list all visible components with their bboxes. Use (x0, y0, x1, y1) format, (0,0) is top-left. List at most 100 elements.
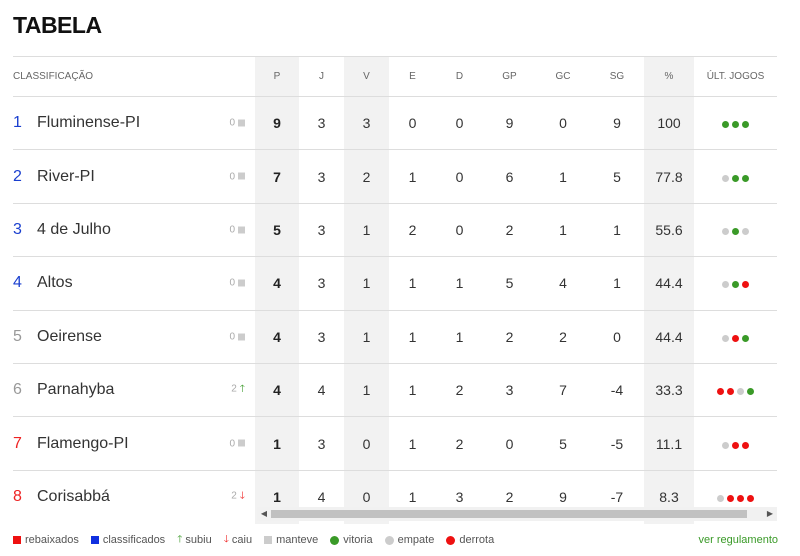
table-row[interactable]: 1 Fluminense-PI 0 9 3 3 0 0 9 0 9 100 (13, 96, 777, 151)
position-change: 0 (229, 118, 255, 129)
goal-difference-cell: -7 (610, 489, 624, 506)
header-points[interactable]: P (255, 56, 299, 97)
position-change-value: 0 (229, 224, 235, 236)
horizontal-scrollbar[interactable]: ◀ ▶ (257, 507, 777, 521)
header-goals-against[interactable]: GC (536, 56, 590, 97)
team-name[interactable]: Corisabbá (37, 488, 110, 506)
wins-cell: 1 (344, 203, 389, 258)
last-games-dots (722, 334, 749, 342)
goal-difference-cell: 1 (590, 256, 644, 311)
goals-against-cell: 2 (536, 310, 590, 364)
goals-against-cell: 1 (536, 149, 590, 204)
header-games[interactable]: J (299, 56, 344, 97)
losses-cell: 0 (436, 96, 483, 151)
page-title: TABELA (13, 12, 102, 38)
vitoria-dot-icon (732, 227, 739, 235)
derrota-dot-icon (732, 334, 739, 342)
losses-cell: 2 (436, 363, 483, 418)
header-draws[interactable]: E (389, 56, 436, 97)
team-cell: 3 4 de Julho 0 (13, 203, 255, 258)
arrow-down-icon: 🡓 (239, 490, 245, 502)
header-wins[interactable]: V (344, 56, 389, 97)
position-number: 3 (13, 220, 22, 238)
square-icon (238, 439, 245, 447)
position-number: 2 (13, 167, 22, 185)
last-games-dots (722, 174, 749, 182)
games-cell: 3 (299, 416, 344, 471)
last-games-cell (694, 203, 777, 258)
goals-for-cell: 9 (483, 96, 536, 151)
position-number: 5 (13, 327, 22, 345)
goals-for-cell: 5 (483, 256, 536, 311)
team-name[interactable]: Flamengo-PI (37, 434, 129, 452)
legend-caiu: 🡓 caiu (224, 532, 252, 549)
team-name[interactable]: Fluminense-PI (37, 114, 141, 132)
last-games-dots (717, 388, 754, 396)
triangle-left-icon[interactable]: ◀ (260, 509, 268, 518)
table-header-row: CLASSIFICAÇÃO P J V E D GP GC SG % ÚLT. … (13, 56, 777, 97)
goal-difference-cell: 1 (590, 203, 644, 258)
team-cell: 6 Parnahyba 2 🡑 (13, 363, 255, 418)
losses-cell: 1 (436, 256, 483, 311)
empate-dot-icon (722, 334, 729, 342)
legend-derrota: derrota (446, 534, 494, 546)
games-cell: 3 (299, 256, 344, 311)
goals-against-cell: 4 (536, 256, 590, 311)
square-icon (238, 279, 245, 287)
table-row[interactable]: 2 River-PI 0 7 3 2 1 0 6 1 5 77.8 (13, 149, 777, 204)
team-name[interactable]: Oeirense (37, 327, 102, 345)
team-cell: 2 River-PI 0 (13, 149, 255, 204)
header-goals-for[interactable]: GP (483, 56, 536, 97)
position-number: 8 (13, 488, 22, 506)
points-cell: 4 (255, 363, 299, 418)
team-name[interactable]: Altos (37, 274, 73, 292)
wins-cell: 0 (344, 416, 389, 471)
header-goal-difference[interactable]: SG (590, 56, 644, 97)
losses-cell: 1 (436, 310, 483, 364)
table-row[interactable]: 4 Altos 0 4 3 1 1 1 5 4 1 44.4 (13, 256, 777, 311)
header-percentage[interactable]: % (644, 56, 694, 97)
scrollbar-thumb[interactable] (271, 510, 747, 518)
rules-link[interactable]: ver regulamento (698, 534, 779, 546)
standings-table: CLASSIFICAÇÃO P J V E D GP GC SG % ÚLT. … (13, 56, 777, 524)
triangle-right-icon[interactable]: ▶ (766, 509, 774, 518)
team-cell: 8 Corisabbá 2 🡓 (13, 470, 255, 523)
legend: rebaixados classificados 🡑 subiu 🡓 caiu ma… (13, 533, 778, 547)
last-games-cell (694, 310, 777, 364)
header-losses[interactable]: D (436, 56, 483, 97)
arrow-up-icon: 🡑 (239, 383, 245, 395)
team-name[interactable]: River-PI (37, 167, 95, 185)
percentage-cell: 44.4 (644, 256, 694, 311)
goals-against-cell: 9 (559, 489, 567, 506)
legend-vitoria: vitoria (330, 534, 373, 546)
table-row[interactable]: 7 Flamengo-PI 0 1 3 0 1 2 0 5 -5 11.1 (13, 416, 777, 471)
draws-cell: 0 (389, 96, 436, 151)
header-classificacao[interactable]: CLASSIFICAÇÃO (13, 56, 255, 97)
red-square-icon (13, 536, 21, 544)
goals-against-cell: 0 (536, 96, 590, 151)
derrota-dot-icon (732, 441, 739, 449)
table-row[interactable]: 5 Oeirense 0 4 3 1 1 1 2 2 0 44.4 (13, 310, 777, 364)
position-change: 2 🡑 (231, 382, 255, 399)
empate-dot-icon (722, 441, 729, 449)
draws-cell: 1 (389, 416, 436, 471)
wins-cell: 2 (344, 149, 389, 204)
position-change: 0 (229, 278, 255, 289)
wins-cell: 3 (344, 96, 389, 151)
losses-cell: 3 (455, 489, 464, 506)
table-row[interactable]: 6 Parnahyba 2 🡑 4 4 1 1 2 3 7 -4 33.3 (13, 363, 777, 418)
empate-dot-icon (742, 227, 749, 235)
team-name[interactable]: 4 de Julho (37, 220, 111, 238)
goal-difference-cell: 9 (590, 96, 644, 151)
games-cell: 4 (317, 489, 326, 506)
goal-difference-cell: 5 (590, 149, 644, 204)
vitoria-dot-icon (722, 121, 729, 129)
last-games-dots (717, 495, 754, 503)
wins-cell: 1 (344, 310, 389, 364)
games-cell: 4 (299, 363, 344, 418)
blue-square-icon (90, 536, 99, 544)
percentage-cell: 44.4 (644, 310, 694, 364)
legend-manteve: manteve (264, 534, 318, 546)
team-name[interactable]: Parnahyba (37, 381, 115, 399)
